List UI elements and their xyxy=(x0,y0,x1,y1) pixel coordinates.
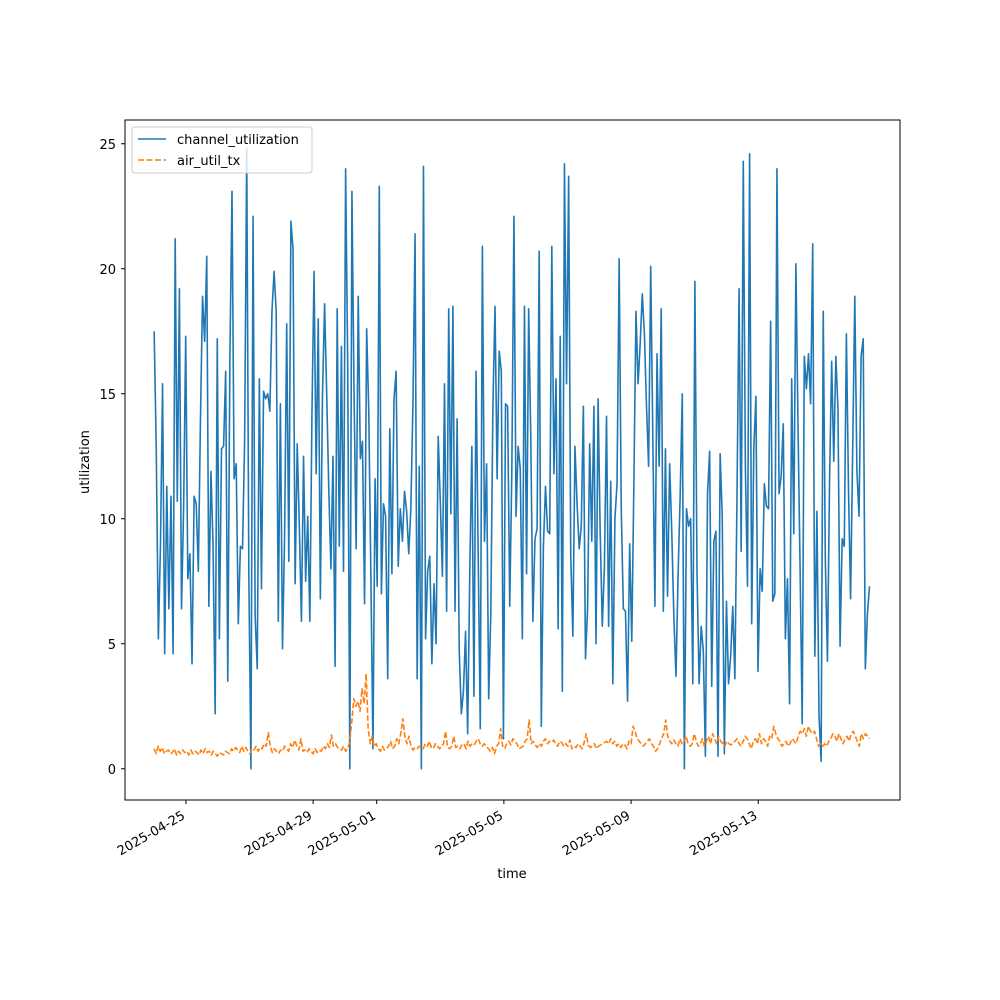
x-axis-title: time xyxy=(497,867,526,882)
y-tick-label: 25 xyxy=(99,138,116,153)
legend: channel_utilization air_util_tx xyxy=(131,126,313,174)
y-tick-label: 0 xyxy=(108,763,116,778)
y-axis-title: utilization xyxy=(78,430,93,494)
legend-box xyxy=(131,126,313,174)
series-line-air-util-tx xyxy=(153,672,871,758)
legend-label-channel-utilization: channel_utilization xyxy=(177,133,299,148)
series-layer xyxy=(153,147,871,770)
y-tick-label: 10 xyxy=(99,513,116,528)
y-tick-label: 20 xyxy=(99,263,116,278)
legend-label-air-util-tx: air_util_tx xyxy=(177,154,241,169)
axes-frame xyxy=(124,119,901,801)
series-line-channel-utilization xyxy=(153,147,871,770)
y-tick-label: 5 xyxy=(108,638,116,653)
y-tick-label: 15 xyxy=(99,388,116,403)
y-axis: 0 5 10 15 20 25 xyxy=(99,138,125,778)
